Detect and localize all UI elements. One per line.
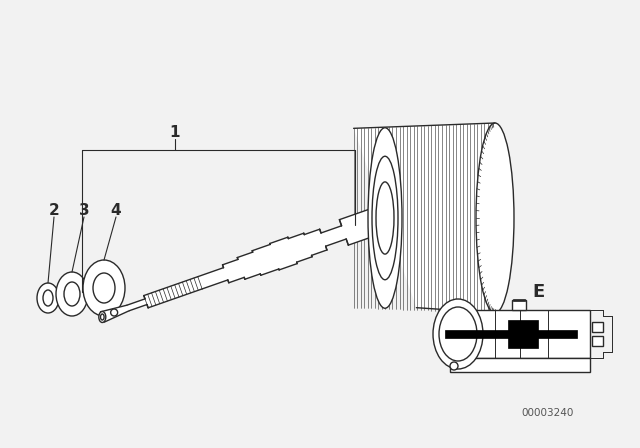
Polygon shape: [354, 123, 495, 313]
Text: 00003240: 00003240: [522, 408, 574, 418]
Bar: [450, 358, 590, 372]
Ellipse shape: [37, 283, 59, 313]
Text: 1: 1: [170, 125, 180, 139]
Bar: [508, 320, 538, 348]
Ellipse shape: [450, 362, 458, 370]
Text: E: E: [532, 283, 544, 301]
Text: 2: 2: [49, 202, 60, 217]
Ellipse shape: [368, 128, 402, 308]
Ellipse shape: [100, 314, 104, 320]
Ellipse shape: [99, 311, 106, 323]
Ellipse shape: [372, 156, 398, 280]
Bar: [445, 330, 577, 338]
Bar: [592, 322, 603, 332]
Ellipse shape: [56, 272, 88, 316]
Polygon shape: [127, 205, 390, 311]
Ellipse shape: [83, 260, 125, 316]
Bar: [592, 336, 603, 346]
Ellipse shape: [93, 273, 115, 303]
Ellipse shape: [433, 299, 483, 369]
Ellipse shape: [376, 182, 394, 254]
Ellipse shape: [43, 290, 53, 306]
Bar: [512, 300, 526, 310]
Polygon shape: [100, 305, 129, 322]
Text: 3: 3: [79, 202, 90, 217]
Bar: [458, 310, 590, 358]
Text: 4: 4: [111, 202, 122, 217]
Bar: [513, 299, 525, 301]
Ellipse shape: [111, 309, 118, 316]
Ellipse shape: [476, 123, 514, 313]
Ellipse shape: [439, 307, 477, 361]
Ellipse shape: [64, 282, 80, 306]
